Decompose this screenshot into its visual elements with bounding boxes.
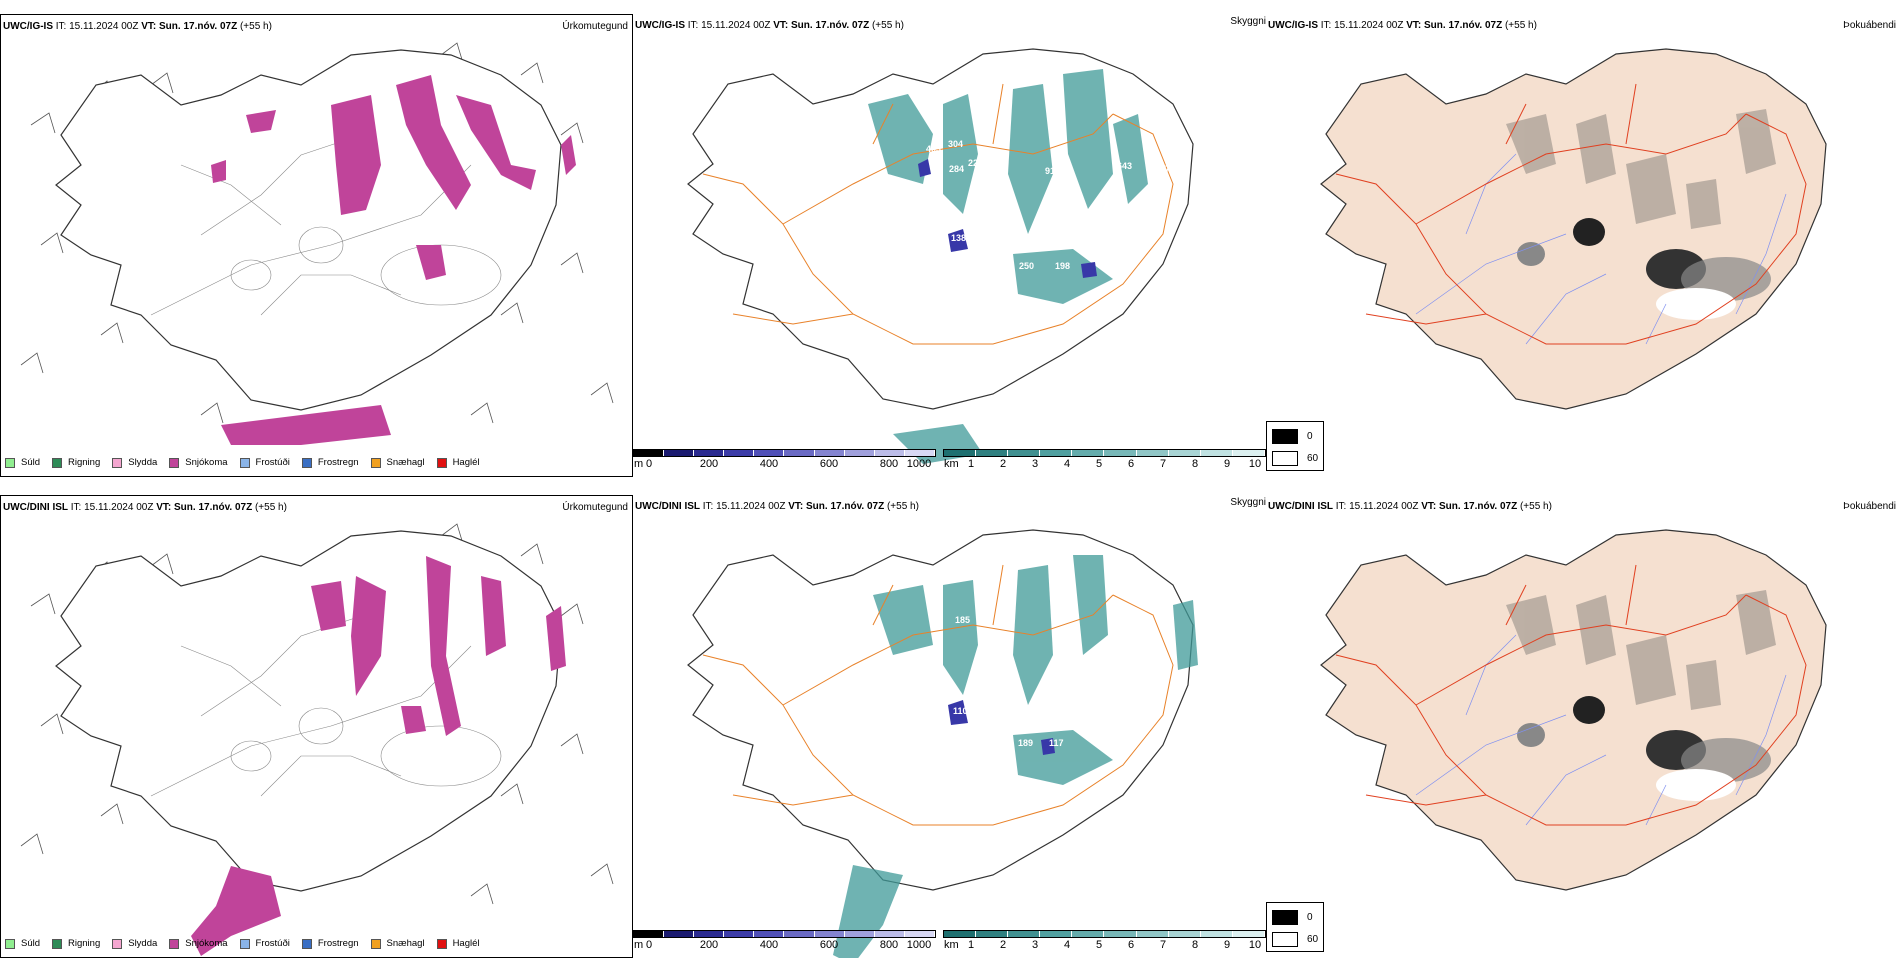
precip-map-row2 bbox=[20, 523, 614, 956]
svg-text:222: 222 bbox=[968, 158, 983, 168]
legend-item: Slydda bbox=[112, 938, 157, 949]
fog-dense-areas bbox=[1517, 696, 1771, 801]
legend-item: Snjókoma bbox=[169, 938, 228, 949]
low-cloud-areas bbox=[948, 700, 1055, 755]
snow-areas bbox=[191, 556, 566, 956]
rivers bbox=[1415, 634, 1787, 826]
legend-item: Súld bbox=[5, 938, 40, 949]
legend-item: Haglél bbox=[436, 938, 480, 949]
cloud-labels: 403 304 222 374 284 135 91 643 55 740 23… bbox=[895, 139, 1180, 271]
svg-text:138: 138 bbox=[951, 233, 966, 243]
svg-text:168: 168 bbox=[895, 238, 910, 248]
cloudbase-bar bbox=[633, 449, 936, 457]
legend-item: Frostregn bbox=[301, 457, 359, 468]
fog-panel-row2: Þokuábendi UWC/DINI ISL IT: 15.11.2024 0… bbox=[1266, 495, 1900, 958]
fog-dense-areas bbox=[1517, 218, 1771, 320]
roads bbox=[702, 564, 1174, 826]
fog-legend-item: 0 bbox=[1272, 910, 1323, 925]
svg-text:189: 189 bbox=[1018, 738, 1033, 748]
svg-text:185: 185 bbox=[955, 615, 970, 625]
panel-header: UWC/IG-IS IT: 15.11.2024 00Z VT: Sun. 17… bbox=[635, 20, 904, 31]
legend-item: Haglél bbox=[436, 457, 480, 468]
svg-text:55: 55 bbox=[1143, 144, 1153, 154]
visibility-bar bbox=[943, 449, 1266, 457]
fog-legend-item: 0 bbox=[1272, 429, 1323, 444]
panel-header: UWC/DINI ISL IT: 15.11.2024 00Z VT: Sun.… bbox=[1268, 501, 1552, 512]
roads bbox=[1335, 564, 1807, 826]
precip-legend: Súld Rigning Slydda Snjókoma Frostúði Fr… bbox=[5, 457, 492, 468]
svg-text:234: 234 bbox=[1046, 209, 1061, 219]
visibility-colorbar: km 1 2 3 4 5 6 7 8 9 10 bbox=[943, 930, 1266, 958]
svg-text:403: 403 bbox=[926, 144, 941, 154]
roads bbox=[702, 83, 1174, 345]
panel-title: Úrkomutegund bbox=[562, 21, 628, 32]
svg-text:374: 374 bbox=[990, 169, 1005, 179]
panel-title: Skyggni bbox=[1230, 497, 1266, 508]
cloudbase-colorbar: m 0 200 400 600 800 1000 bbox=[633, 449, 936, 477]
svg-text:198: 198 bbox=[1055, 261, 1070, 271]
visibility-map-row1: 403 304 222 374 284 135 91 643 55 740 23… bbox=[687, 48, 1194, 464]
svg-text:91: 91 bbox=[1045, 166, 1055, 176]
panel-title: Úrkomutegund bbox=[562, 502, 628, 513]
visibility-bar bbox=[943, 930, 1266, 938]
precip-legend: Súld Rigning Slydda Snjókoma Frostúði Fr… bbox=[5, 938, 492, 949]
panel-title: Skyggni bbox=[1230, 16, 1266, 27]
svg-text:20: 20 bbox=[1105, 261, 1115, 271]
cloudbase-colorbar: m 0 200 400 600 800 1000 bbox=[633, 930, 936, 958]
svg-text:692: 692 bbox=[993, 642, 1008, 652]
fog-map-row1 bbox=[1320, 48, 1827, 410]
panel-header: UWC/DINI ISL IT: 15.11.2024 00Z VT: Sun.… bbox=[635, 501, 919, 512]
panel-title: Þokuábendi bbox=[1843, 20, 1896, 31]
panel-header: UWC/DINI ISL IT: 15.11.2024 00Z VT: Sun.… bbox=[3, 502, 287, 513]
svg-text:304: 304 bbox=[948, 139, 963, 149]
fog-legend: 0 60 bbox=[1266, 902, 1324, 952]
svg-text:284: 284 bbox=[949, 164, 964, 174]
svg-text:250: 250 bbox=[1019, 261, 1034, 271]
roads bbox=[1335, 83, 1807, 345]
legend-item: Rigning bbox=[52, 938, 100, 949]
panel-header: UWC/IG-IS IT: 15.11.2024 00Z VT: Sun. 17… bbox=[1268, 20, 1537, 31]
fog-legend: 0 60 bbox=[1266, 421, 1324, 471]
legend-item: Snjókoma bbox=[169, 457, 228, 468]
rivers bbox=[1415, 153, 1787, 345]
legend-item: Snæhagl bbox=[370, 457, 425, 468]
precip-panel-row2: UWC/DINI ISL IT: 15.11.2024 00Z VT: Sun.… bbox=[0, 495, 633, 958]
low-cloud-areas bbox=[918, 159, 1097, 278]
legend-item: Slydda bbox=[112, 457, 157, 468]
precip-map-row1 bbox=[20, 42, 614, 445]
fog-index-areas bbox=[1506, 109, 1776, 229]
panel-title: Þokuábendi bbox=[1843, 501, 1896, 512]
legend-item: Rigning bbox=[52, 457, 100, 468]
legend-item: Snæhagl bbox=[370, 938, 425, 949]
svg-text:110: 110 bbox=[953, 706, 968, 716]
svg-text:141: 141 bbox=[1045, 674, 1060, 684]
fog-panel-row1: Þokuábendi UWC/IG-IS IT: 15.11.2024 00Z … bbox=[1266, 14, 1900, 477]
visibility-colorbar: km 1 2 3 4 5 6 7 8 9 10 bbox=[943, 449, 1266, 477]
snow-areas bbox=[211, 75, 576, 445]
visibility-map-row2: 185 692 115 141 110 189 117 bbox=[687, 529, 1198, 958]
svg-text:643: 643 bbox=[1117, 161, 1132, 171]
legend-item: Frostúði bbox=[239, 938, 290, 949]
svg-text:135: 135 bbox=[973, 191, 988, 201]
precip-panel-row1: UWC/IG-IS IT: 15.11.2024 00Z VT: Sun. 17… bbox=[0, 14, 633, 477]
cloudbase-bar bbox=[633, 930, 936, 938]
svg-text:117: 117 bbox=[1049, 738, 1064, 748]
legend-item: Frostregn bbox=[301, 938, 359, 949]
svg-text:115: 115 bbox=[1139, 625, 1154, 635]
visibility-panel-row1: 403 304 222 374 284 135 91 643 55 740 23… bbox=[633, 14, 1266, 477]
legend-item: Súld bbox=[5, 457, 40, 468]
legend-item: Frostúði bbox=[239, 457, 290, 468]
fog-legend-item: 60 bbox=[1272, 451, 1323, 466]
panel-header: UWC/IG-IS IT: 15.11.2024 00Z VT: Sun. 17… bbox=[3, 21, 272, 32]
fog-map-row2 bbox=[1320, 529, 1827, 891]
fog-index-areas bbox=[1506, 590, 1776, 710]
svg-text:740: 740 bbox=[1165, 164, 1180, 174]
visibility-panel-row2: 185 692 115 141 110 189 117 Skyggni UWC/… bbox=[633, 495, 1266, 958]
cloud-labels: 185 692 115 141 110 189 117 bbox=[953, 615, 1154, 748]
fog-legend-item: 60 bbox=[1272, 932, 1323, 947]
